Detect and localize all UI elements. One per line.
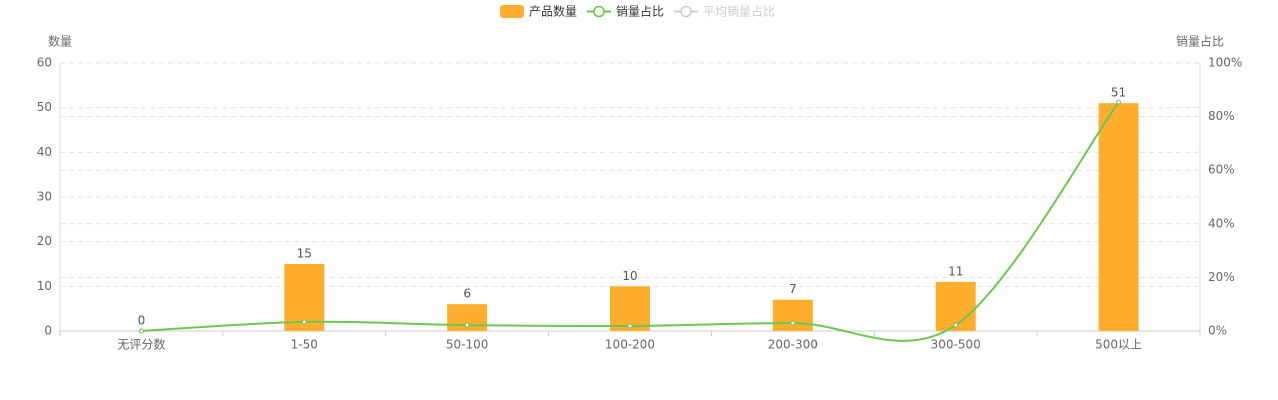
line-point: [464, 322, 470, 328]
y2-tick-label: 80%: [1208, 109, 1235, 123]
y2-tick-label: 20%: [1208, 270, 1235, 284]
y-axis-label: 数量: [48, 34, 72, 49]
y-tick-label: 40: [37, 145, 52, 159]
bar-value-label: 7: [789, 282, 797, 296]
legend-swatch[interactable]: [680, 5, 692, 18]
y2-tick-label: 60%: [1208, 163, 1235, 177]
legend-swatch[interactable]: [593, 5, 605, 18]
x-tick-label: 100-200: [605, 338, 655, 352]
x-tick-label: 200-300: [768, 338, 818, 352]
bar-value-label: 0: [138, 314, 146, 328]
bar-value-label: 51: [1111, 86, 1126, 100]
y-tick-label: 0: [44, 324, 52, 338]
bar-value-label: 10: [622, 269, 637, 283]
bar-value-label: 11: [948, 264, 963, 278]
bar-value-label: 15: [297, 247, 312, 261]
x-tick-label: 1-50: [291, 338, 318, 352]
y2-tick-label: 100%: [1208, 56, 1242, 70]
y2-tick-label: 40%: [1208, 216, 1235, 230]
x-tick-label: 无评分数: [117, 337, 165, 352]
x-tick-label: 500以上: [1095, 338, 1142, 352]
legend-label[interactable]: 平均销量占比: [703, 4, 775, 19]
legend-swatch[interactable]: [500, 5, 524, 18]
x-tick-label: 300-500: [931, 338, 981, 352]
y-tick-label: 60: [37, 56, 52, 70]
legend-label[interactable]: 销量占比: [616, 4, 664, 19]
line-point: [627, 323, 633, 329]
line-point: [138, 328, 144, 334]
y-tick-label: 10: [37, 279, 52, 293]
line-point: [790, 320, 796, 326]
line-point: [1116, 99, 1122, 105]
y-tick-label: 30: [37, 190, 52, 204]
y2-axis-label: 销量占比: [1176, 34, 1224, 49]
y-tick-label: 50: [37, 100, 52, 114]
y-tick-label: 20: [37, 234, 52, 248]
bar: [772, 299, 813, 331]
y2-tick-label: 0%: [1208, 324, 1227, 338]
bar-value-label: 6: [463, 287, 471, 301]
line-point: [301, 319, 307, 325]
line-point: [953, 322, 959, 328]
x-tick-label: 50-100: [446, 338, 489, 352]
legend-label[interactable]: 产品数量: [529, 4, 577, 19]
bar: [1098, 103, 1139, 331]
